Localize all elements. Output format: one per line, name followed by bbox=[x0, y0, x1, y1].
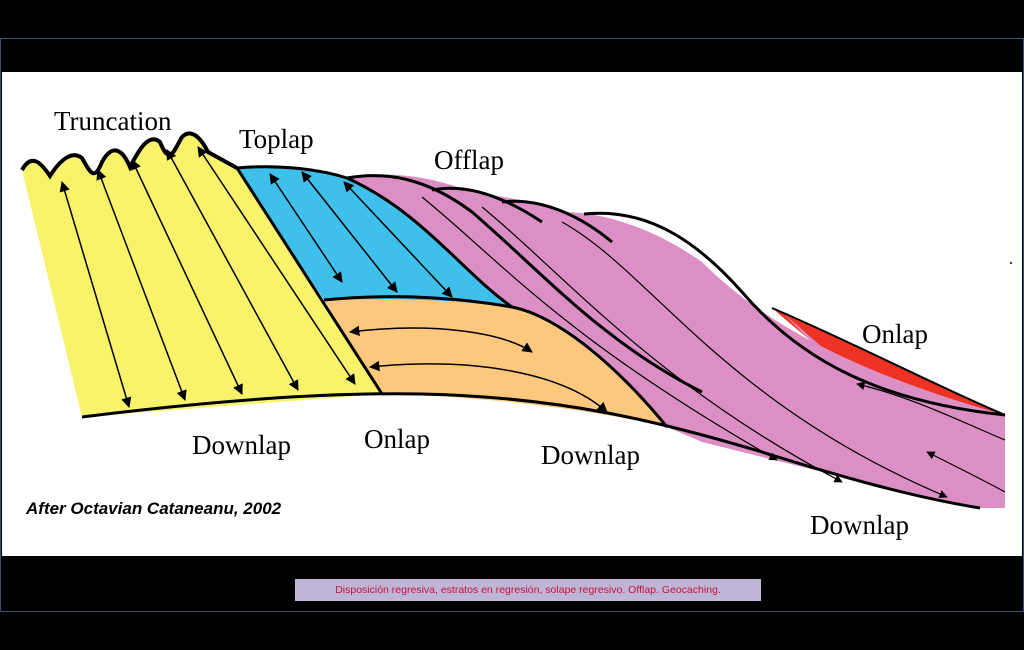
label-downlap-center: Downlap bbox=[541, 440, 640, 470]
diagram-svg: Truncation Toplap Offlap Onlap Downlap O… bbox=[20, 106, 1006, 540]
top-frame-line bbox=[0, 38, 1024, 39]
label-toplap: Toplap bbox=[239, 124, 314, 154]
image-caption: Disposición regresiva, estratos en regre… bbox=[295, 579, 761, 601]
label-downlap-left: Downlap bbox=[192, 430, 291, 460]
pink-offlap-unit bbox=[347, 174, 1005, 508]
orange-reflectors bbox=[348, 325, 608, 413]
left-frame-line bbox=[0, 38, 1, 612]
figure-credit: After Octavian Cataneanu, 2002 bbox=[26, 499, 282, 518]
label-offlap: Offlap bbox=[434, 145, 504, 175]
bottom-frame-line bbox=[0, 611, 1024, 612]
label-onlap-right: Onlap bbox=[862, 319, 928, 349]
red-reflectors bbox=[856, 381, 1006, 493]
red-top-line bbox=[771, 307, 1006, 416]
label-downlap-right: Downlap bbox=[810, 510, 909, 540]
blue-reflectors bbox=[269, 171, 453, 298]
label-onlap-center: Onlap bbox=[364, 424, 430, 454]
label-truncation: Truncation bbox=[54, 106, 172, 136]
pink-clinoform-4 bbox=[583, 211, 1006, 417]
pink-reflectors bbox=[421, 196, 948, 498]
pink-clinoform-3 bbox=[501, 199, 613, 244]
stray-dot bbox=[1010, 262, 1012, 264]
truncation-surface bbox=[20, 131, 238, 180]
stratigraphy-diagram: Truncation Toplap Offlap Onlap Downlap O… bbox=[2, 72, 1022, 556]
